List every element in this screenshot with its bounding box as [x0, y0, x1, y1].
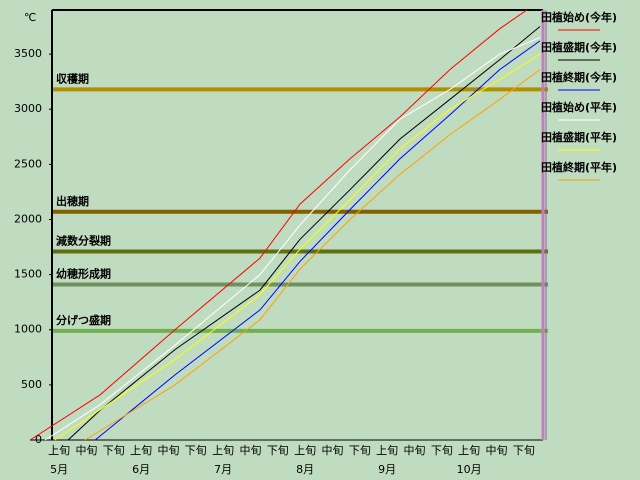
month-label: 7月: [214, 463, 232, 476]
x-tick-label: 上旬: [376, 444, 398, 457]
y-tick-label: 2500: [14, 157, 42, 170]
x-tick-label: 下旬: [513, 444, 535, 457]
legend-label: 田植終期(平年): [541, 160, 617, 174]
x-tick-label: 下旬: [103, 444, 125, 457]
stage-label: 出穂期: [56, 194, 89, 208]
x-tick-label: 中旬: [321, 444, 343, 457]
x-tick-label: 下旬: [267, 444, 289, 457]
series-line: [54, 53, 541, 441]
legend-label: 田植始め(今年): [541, 10, 617, 24]
x-tick-label: 中旬: [486, 444, 508, 457]
x-tick-label: 上旬: [294, 444, 316, 457]
y-tick-label: 3000: [14, 102, 42, 115]
series-line: [67, 26, 541, 441]
series-line: [84, 69, 541, 441]
y-tick-label: 1000: [14, 323, 42, 336]
x-tick-label: 中旬: [157, 444, 179, 457]
x-tick-label: 中旬: [404, 444, 426, 457]
legend-label: 田植盛期(今年): [541, 40, 617, 54]
y-tick-label: 3500: [14, 47, 42, 60]
y-tick-label: 500: [21, 378, 42, 391]
month-label: 8月: [296, 463, 314, 476]
legend-label: 田植終期(今年): [541, 70, 617, 84]
x-tick-label: 中旬: [75, 444, 97, 457]
x-tick-label: 上旬: [212, 444, 234, 457]
series-line: [29, 9, 528, 441]
y-tick-label: 2000: [14, 212, 42, 225]
month-label: 6月: [132, 463, 150, 476]
month-label: 5月: [50, 463, 68, 476]
series-line: [94, 40, 541, 441]
stage-label: 幼穂形成期: [56, 267, 111, 281]
stage-label: 分げつ盛期: [56, 313, 111, 327]
y-unit: ℃: [24, 11, 36, 24]
x-tick-label: 下旬: [185, 444, 207, 457]
x-tick-label: 下旬: [431, 444, 453, 457]
month-label: 9月: [378, 463, 396, 476]
x-tick-label: 上旬: [48, 444, 70, 457]
stage-label: 減数分裂期: [56, 233, 111, 247]
x-tick-label: 上旬: [458, 444, 480, 457]
series-line: [44, 37, 541, 441]
x-tick-label: 下旬: [349, 444, 371, 457]
y-tick-label: 1500: [14, 268, 42, 281]
legend-label: 田植盛期(平年): [541, 130, 617, 144]
x-tick-label: 中旬: [239, 444, 261, 457]
x-tick-label: 上旬: [130, 444, 152, 457]
stage-label: 収穫期: [56, 71, 89, 85]
month-label: 10月: [457, 463, 482, 476]
legend-label: 田植始め(平年): [541, 100, 617, 114]
